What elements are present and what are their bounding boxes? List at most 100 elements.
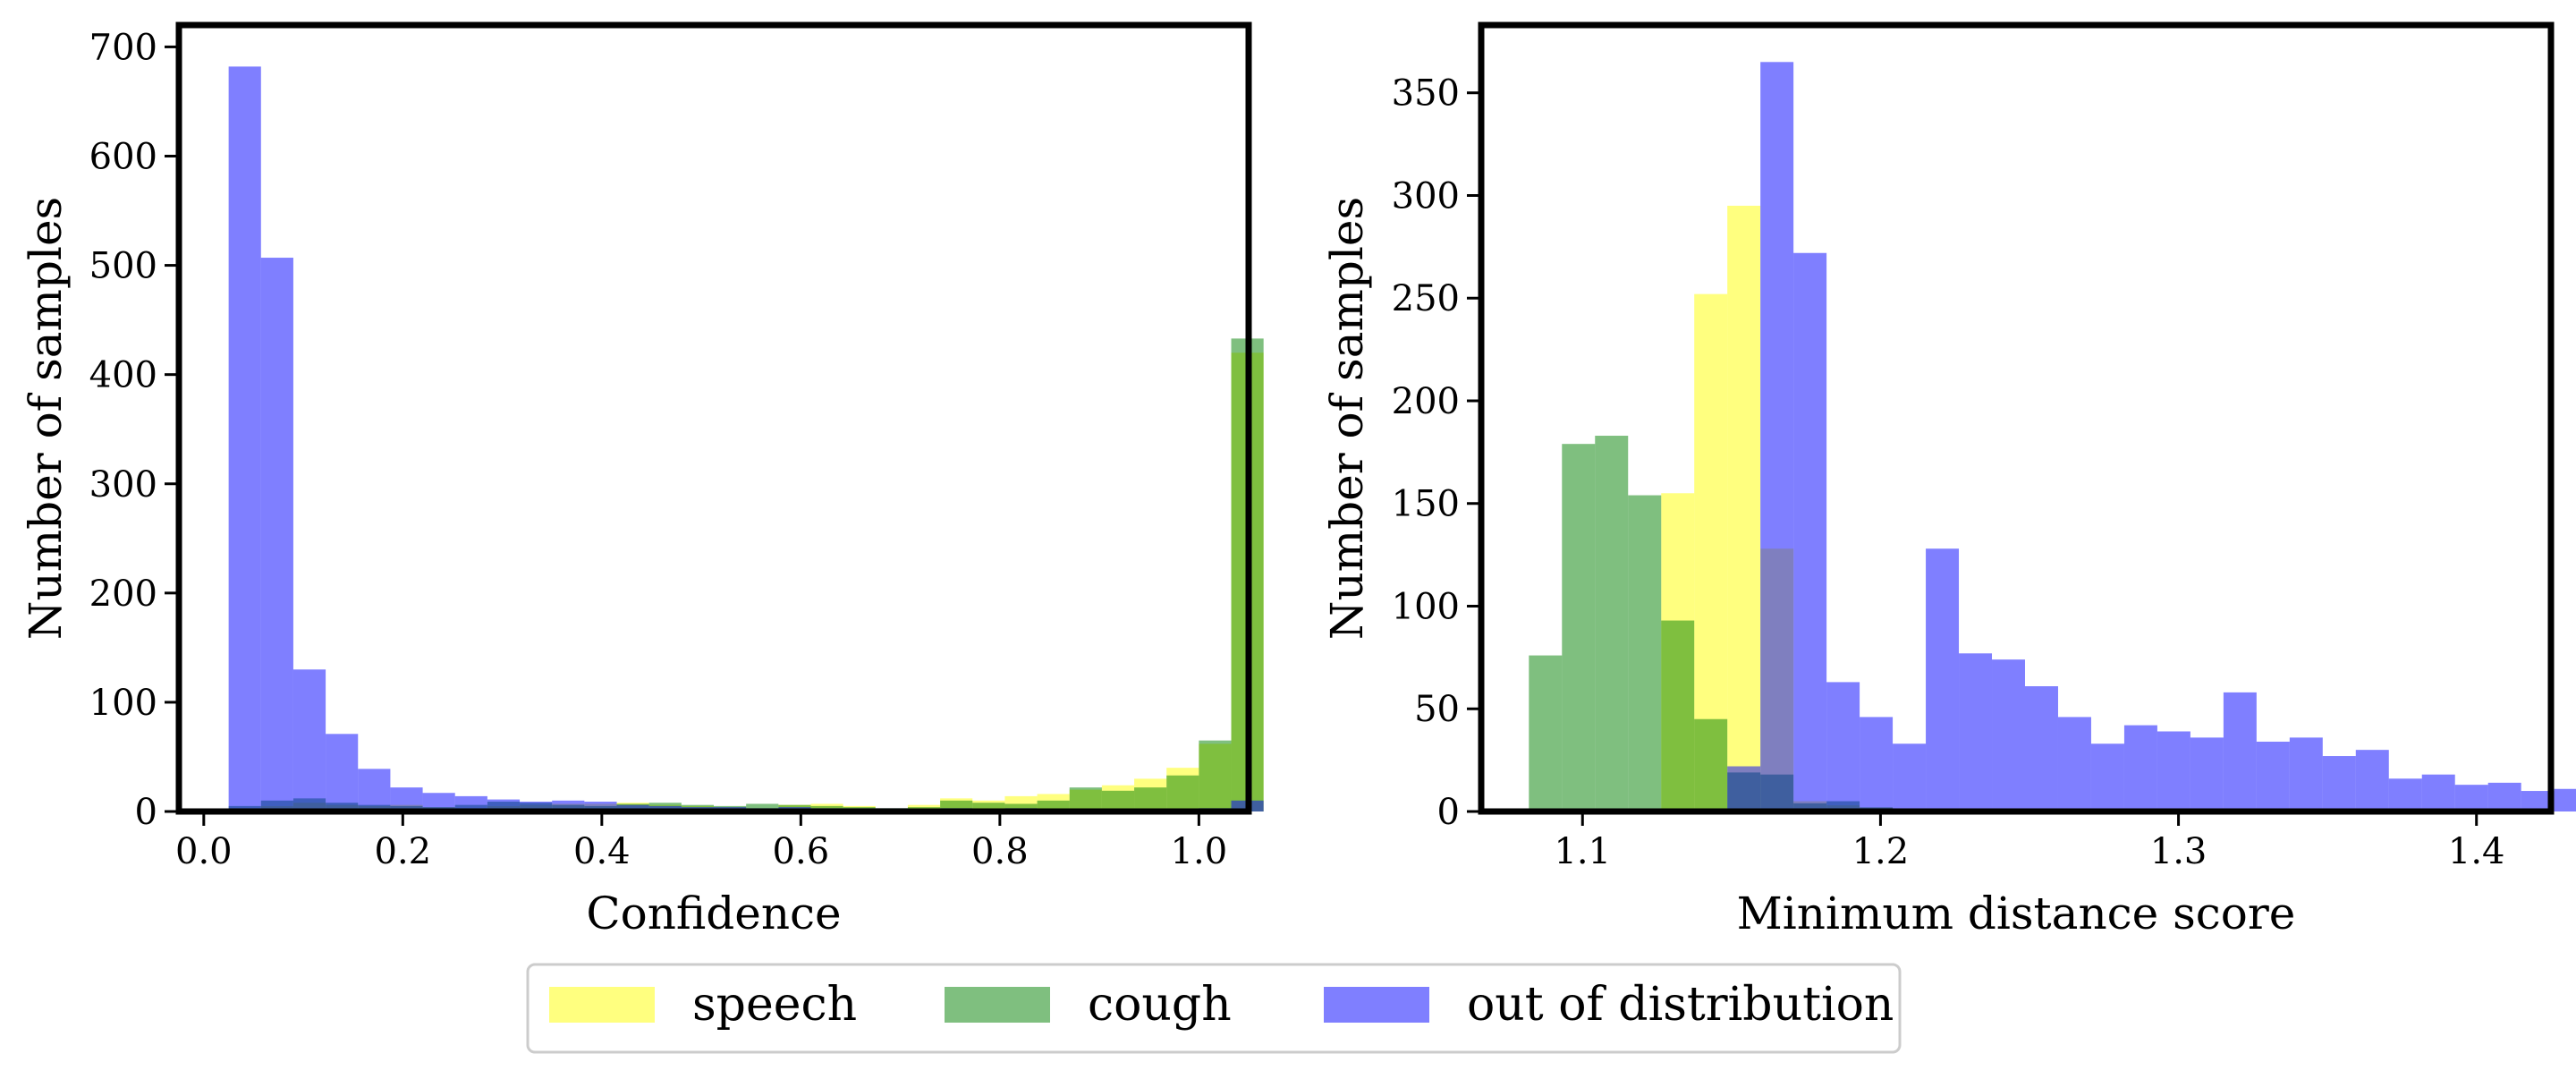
bar <box>2024 686 2058 811</box>
y-tick-label: 600 <box>89 137 157 178</box>
y-tick-label: 200 <box>1392 381 1460 422</box>
bar <box>1826 682 1860 811</box>
y-tick-label: 250 <box>1392 278 1460 319</box>
y-axis-label: Number of samples <box>20 197 72 640</box>
bar <box>260 258 293 812</box>
bar <box>2223 692 2257 811</box>
bar <box>326 734 359 811</box>
bar <box>1166 775 1199 811</box>
y-tick-label: 0 <box>135 792 157 833</box>
y-axis-label: Number of samples <box>1321 197 1373 640</box>
bar <box>2123 725 2157 811</box>
bar <box>1069 787 1102 811</box>
bar <box>1959 653 1993 811</box>
bar <box>1860 717 1894 811</box>
bar <box>2554 788 2576 811</box>
legend: speech cough out of distribution <box>526 963 1902 1054</box>
x-tick-label: 1.4 <box>2448 831 2505 872</box>
x-tick-label: 0.6 <box>773 831 830 872</box>
chart-confidence: 0.0 0.2 0.4 0.6 0.8 1.0 0 100 200 300 400 500 600 700… <box>20 21 1264 939</box>
bar <box>2487 782 2521 811</box>
x-tick-label: 0.0 <box>175 831 233 872</box>
bar <box>2157 731 2190 811</box>
legend-label: out of distribution <box>1467 978 1894 1032</box>
y-tick-label: 400 <box>89 355 157 396</box>
y-tick-label: 350 <box>1392 73 1460 115</box>
bar <box>1893 743 1927 811</box>
bar <box>2454 785 2488 811</box>
bar <box>358 769 391 811</box>
plot-frame <box>175 21 1252 815</box>
bar <box>1134 787 1167 811</box>
bar <box>1694 718 1728 811</box>
bar <box>2355 750 2389 811</box>
y-tick-label: 50 <box>1414 689 1460 730</box>
y-tick-label: 150 <box>1392 484 1460 525</box>
bar <box>2322 756 2356 811</box>
bar <box>616 804 649 811</box>
y-tick-label: 300 <box>1392 175 1460 217</box>
x-tick-label: 1.0 <box>1171 831 1228 872</box>
bar <box>1628 495 1662 811</box>
y-tick-label: 100 <box>1392 586 1460 627</box>
x-tick-label: 0.8 <box>971 831 1029 872</box>
series-speech <box>228 353 1264 811</box>
bar <box>2057 717 2091 811</box>
bar <box>520 802 553 811</box>
series-out-of-distribution <box>1727 62 2576 811</box>
bar <box>1101 790 1135 811</box>
bar <box>1004 803 1038 811</box>
x-tick-label: 1.2 <box>1852 831 1910 872</box>
y-tick-label: 500 <box>89 246 157 287</box>
bar <box>2388 778 2422 811</box>
y-tick-label: 300 <box>89 464 157 506</box>
x-axis-label: Confidence <box>586 888 841 939</box>
legend-entry-out-of-distribution: out of distribution <box>1324 978 1894 1032</box>
legend-entry-speech: speech <box>549 978 857 1032</box>
legend-swatch <box>945 987 1050 1023</box>
bar <box>1595 436 1629 811</box>
bar <box>2521 791 2555 811</box>
legend-label: cough <box>1088 978 1232 1032</box>
bar <box>1661 620 1695 811</box>
bar <box>292 669 326 811</box>
legend-swatch <box>549 987 655 1023</box>
bar <box>2421 774 2455 811</box>
y-tick-label: 100 <box>89 683 157 724</box>
bar <box>1992 659 2025 811</box>
chart-min-distance: 1.1 1.2 1.3 1.4 0 50 100 150 200 250 300 350 Minimum… <box>1321 21 2576 939</box>
legend-swatch <box>1324 987 1429 1023</box>
series-out-of-distribution <box>228 66 1264 812</box>
bar <box>2090 743 2124 811</box>
x-tick-label: 0.4 <box>573 831 631 872</box>
bar <box>1562 444 1596 811</box>
legend-box <box>526 963 1902 1054</box>
y-tick-label: 0 <box>1437 792 1460 833</box>
bar <box>1926 548 1960 811</box>
bar <box>1199 740 1232 811</box>
x-tick-label: 0.2 <box>375 831 432 872</box>
bar <box>1529 655 1563 811</box>
legend-entry-cough: cough <box>945 978 1232 1032</box>
legend-label: speech <box>692 978 857 1032</box>
x-tick-label: 1.3 <box>2150 831 2207 872</box>
bar <box>972 803 1005 811</box>
bar <box>422 793 455 811</box>
y-tick-label: 200 <box>89 573 157 615</box>
series-cough <box>228 338 1264 812</box>
series-cough <box>1529 436 1894 811</box>
bar <box>2190 737 2224 811</box>
bar <box>2256 741 2290 811</box>
bar <box>584 802 617 811</box>
x-tick-label: 1.1 <box>1554 831 1611 872</box>
bar <box>390 787 423 811</box>
bar <box>454 795 487 811</box>
bar <box>2289 737 2323 811</box>
y-tick-label: 700 <box>89 27 157 68</box>
bar <box>1760 62 1794 811</box>
plot-frame <box>1478 21 2555 815</box>
bar <box>746 803 779 811</box>
x-axis-label: Minimum distance score <box>1737 888 2296 939</box>
bar <box>1727 766 1761 811</box>
